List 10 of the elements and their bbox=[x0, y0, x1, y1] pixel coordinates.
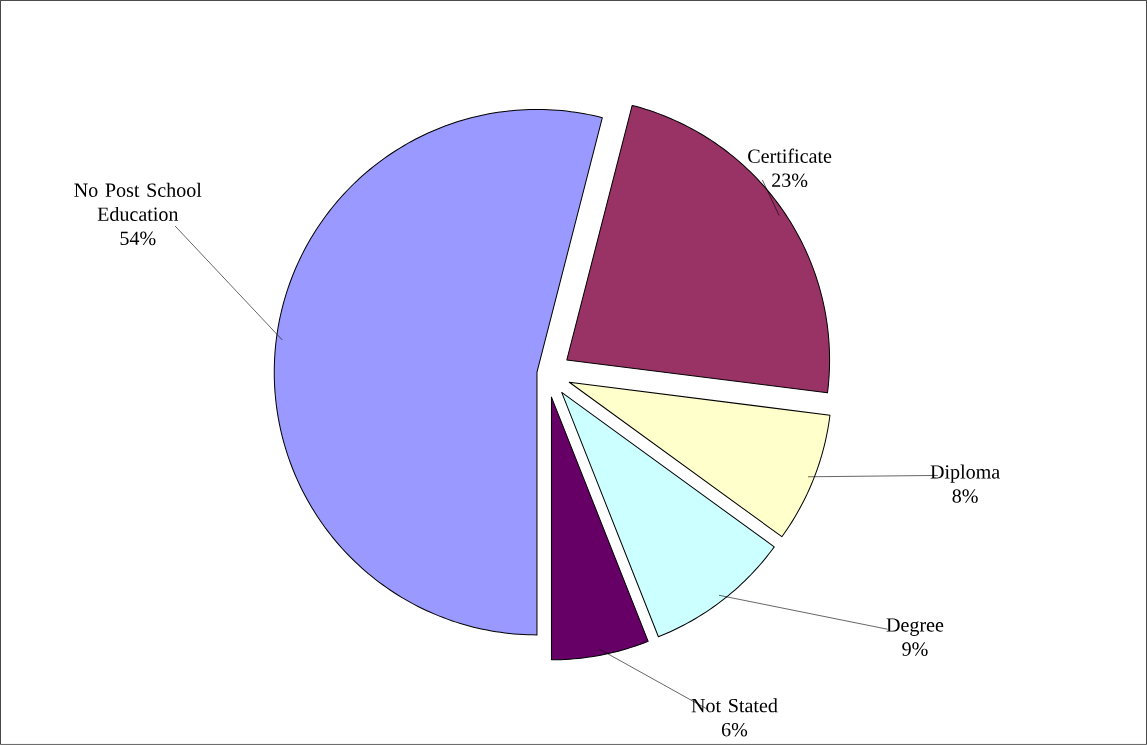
slice-label: Certificate bbox=[748, 148, 832, 163]
slice-label: No Post School Education bbox=[74, 182, 202, 222]
data-label: 9% bbox=[902, 642, 928, 656]
slice-label: Not Stated bbox=[691, 698, 778, 713]
data-label: 23% bbox=[772, 173, 808, 188]
data-label: 8% bbox=[952, 489, 978, 503]
slice-label: Degree bbox=[886, 618, 944, 636]
data-label: 54% bbox=[120, 231, 156, 246]
slice-label: Diploma bbox=[930, 464, 1000, 483]
data-label: 6% bbox=[721, 722, 748, 737]
